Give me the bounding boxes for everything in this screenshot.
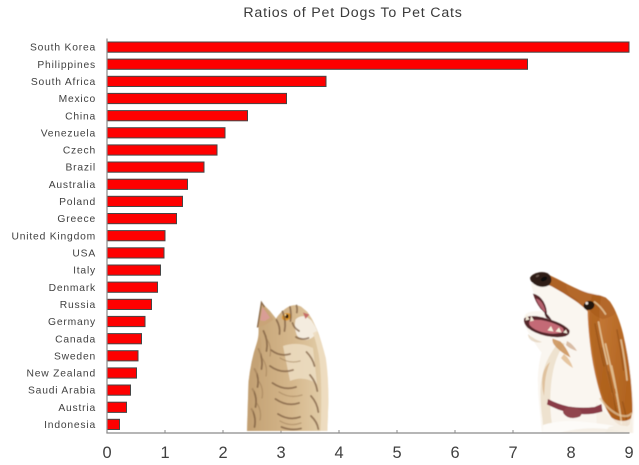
svg-text:Indonesia: Indonesia [44,420,96,431]
svg-text:Poland: Poland [59,197,96,208]
svg-text:Russia: Russia [60,300,96,311]
svg-text:1: 1 [160,444,169,462]
svg-text:Canada: Canada [55,334,96,345]
svg-text:9: 9 [624,444,633,462]
svg-text:5: 5 [392,444,401,462]
svg-text:Australia: Australia [49,180,96,191]
svg-text:New Zealand: New Zealand [27,369,96,380]
svg-text:Greece: Greece [57,214,96,225]
svg-text:Brazil: Brazil [65,163,96,174]
svg-text:USA: USA [72,249,96,260]
svg-text:China: China [65,111,96,122]
svg-text:South Africa: South Africa [31,77,96,88]
svg-text:2: 2 [218,444,227,462]
svg-text:4: 4 [334,444,343,462]
svg-text:Philippines: Philippines [37,60,96,71]
svg-text:Sweden: Sweden [54,351,96,362]
svg-text:United Kingdom: United Kingdom [12,231,96,242]
svg-text:7: 7 [508,444,517,462]
svg-text:Saudi Arabia: Saudi Arabia [28,386,96,397]
svg-text:South Korea: South Korea [30,43,96,54]
svg-text:Germany: Germany [48,317,96,328]
svg-text:Austria: Austria [58,403,96,414]
svg-text:Denmark: Denmark [49,283,96,294]
svg-text:6: 6 [450,444,459,462]
svg-text:Ratios of Pet Dogs To Pet Cats: Ratios of Pet Dogs To Pet Cats [243,5,462,21]
svg-text:Mexico: Mexico [59,94,96,105]
svg-text:0: 0 [102,444,111,462]
svg-text:8: 8 [566,444,575,462]
svg-text:Italy: Italy [73,266,96,277]
svg-text:Czech: Czech [63,146,96,157]
svg-text:Venezuela: Venezuela [41,128,96,139]
svg-text:3: 3 [276,444,285,462]
